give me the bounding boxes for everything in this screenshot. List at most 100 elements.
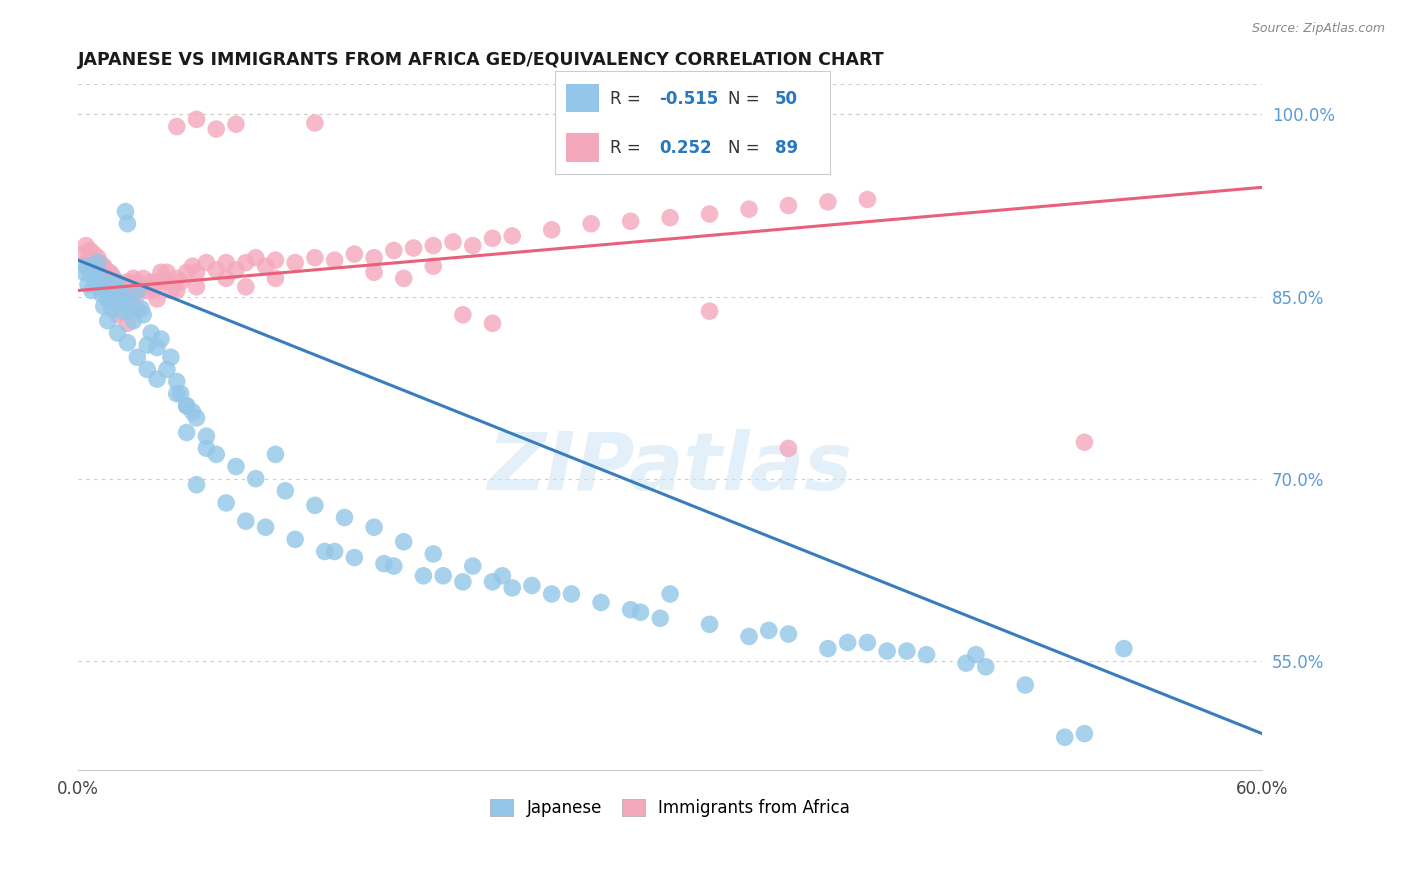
Point xyxy=(817,641,839,656)
Point xyxy=(659,211,682,225)
Point xyxy=(120,280,142,294)
Point xyxy=(83,265,105,279)
Point xyxy=(817,194,839,209)
Point xyxy=(304,499,326,513)
Point xyxy=(117,287,139,301)
Point xyxy=(136,338,159,352)
Point xyxy=(87,265,110,279)
Point xyxy=(104,275,127,289)
Point xyxy=(284,255,307,269)
Point xyxy=(758,624,780,638)
Point xyxy=(323,253,346,268)
Point xyxy=(501,581,523,595)
Point xyxy=(402,241,425,255)
Point xyxy=(520,578,543,592)
Point xyxy=(132,271,155,285)
Point xyxy=(100,268,122,282)
Point xyxy=(117,335,139,350)
Point xyxy=(129,301,152,316)
Point xyxy=(412,568,434,582)
Point xyxy=(589,595,612,609)
Point xyxy=(195,442,218,456)
Text: 89: 89 xyxy=(775,139,797,157)
Point xyxy=(620,214,643,228)
Point xyxy=(264,253,287,268)
Point xyxy=(94,284,117,298)
Text: 50: 50 xyxy=(775,89,797,108)
Point xyxy=(314,544,336,558)
Point xyxy=(205,122,228,136)
Point xyxy=(97,292,120,306)
Point xyxy=(186,477,208,491)
Point xyxy=(108,277,131,292)
Point xyxy=(451,574,474,589)
Point xyxy=(94,263,117,277)
Point xyxy=(1112,641,1135,656)
Point xyxy=(122,314,145,328)
Point xyxy=(90,268,112,282)
Point xyxy=(181,405,204,419)
Point xyxy=(170,275,193,289)
Point xyxy=(150,265,173,279)
Point xyxy=(974,660,997,674)
Point xyxy=(225,459,247,474)
Point xyxy=(579,217,602,231)
Point xyxy=(501,228,523,243)
Point xyxy=(166,284,188,298)
Point xyxy=(343,550,366,565)
Point xyxy=(382,559,405,574)
Point xyxy=(127,351,149,365)
Point xyxy=(80,259,103,273)
Point xyxy=(166,120,188,134)
Point xyxy=(90,259,112,273)
Point xyxy=(107,275,129,289)
Point xyxy=(215,255,238,269)
Point xyxy=(392,271,415,285)
Point xyxy=(481,231,503,245)
Point xyxy=(235,255,257,269)
Point xyxy=(896,644,918,658)
Point xyxy=(97,268,120,282)
Point xyxy=(129,280,152,294)
Point xyxy=(176,399,198,413)
Point xyxy=(79,244,101,258)
Text: JAPANESE VS IMMIGRANTS FROM AFRICA GED/EQUIVALENCY CORRELATION CHART: JAPANESE VS IMMIGRANTS FROM AFRICA GED/E… xyxy=(79,51,884,69)
Point xyxy=(955,656,977,670)
Point xyxy=(117,275,139,289)
Point xyxy=(93,259,115,273)
FancyBboxPatch shape xyxy=(567,84,599,112)
Point xyxy=(107,295,129,310)
Point xyxy=(245,472,267,486)
Point xyxy=(73,247,96,261)
Point xyxy=(481,574,503,589)
Point xyxy=(77,253,100,268)
Point xyxy=(650,611,672,625)
Text: -0.515: -0.515 xyxy=(659,89,718,108)
Point xyxy=(84,255,107,269)
Point xyxy=(83,247,105,261)
Text: ZIPatlas: ZIPatlas xyxy=(488,429,852,508)
Point xyxy=(284,533,307,547)
Text: R =: R = xyxy=(610,89,647,108)
Point xyxy=(84,275,107,289)
Point xyxy=(114,204,136,219)
Point xyxy=(235,514,257,528)
Point xyxy=(422,547,444,561)
Point xyxy=(110,304,132,318)
Point xyxy=(146,275,169,289)
Point xyxy=(540,223,562,237)
Point xyxy=(856,635,879,649)
Point xyxy=(103,271,125,285)
Point xyxy=(837,635,859,649)
Point xyxy=(205,263,228,277)
Point xyxy=(156,362,179,376)
Point xyxy=(363,251,385,265)
Point xyxy=(441,235,464,249)
Point xyxy=(254,259,277,273)
Point xyxy=(170,386,193,401)
Point xyxy=(122,284,145,298)
Point xyxy=(87,255,110,269)
Point xyxy=(186,112,208,127)
Point xyxy=(136,362,159,376)
Point xyxy=(87,251,110,265)
